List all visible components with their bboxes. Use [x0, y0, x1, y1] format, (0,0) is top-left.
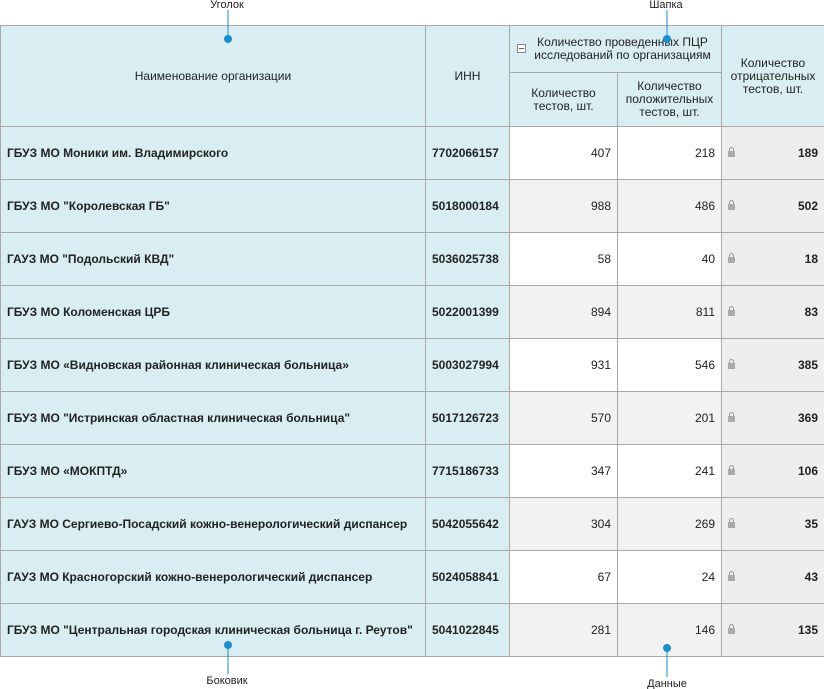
inn: 5022001399 [425, 285, 510, 339]
org-name: ГБУЗ МО Коломенская ЦРБ [0, 285, 426, 339]
cell-value: 546 [616, 338, 723, 392]
cell-value: 931 [509, 338, 618, 392]
cell-negative: 369 [721, 391, 824, 445]
annotation-label: Шапка [649, 0, 683, 11]
cell-negative: 43 [721, 550, 824, 604]
column-header: Наименование организации [0, 25, 426, 127]
cell-value: 18 [804, 252, 819, 266]
org-name: ГБУЗ МО "Центральная городская клиническ… [0, 603, 426, 657]
inn: 5041022845 [425, 603, 510, 657]
cell-value: 189 [797, 146, 819, 160]
cell-value: 24 [616, 550, 723, 604]
cell-negative: 35 [721, 497, 824, 551]
cell-value: 146 [616, 603, 723, 657]
inn: 7702066157 [425, 126, 510, 180]
org-name: ГАУЗ МО Красногорский кожно-венерологиче… [0, 550, 426, 604]
lock-icon [728, 359, 736, 369]
lock-icon [728, 306, 736, 316]
cell-value: 83 [804, 305, 819, 319]
lock-icon [728, 200, 736, 210]
cell-negative: 106 [721, 444, 824, 498]
group-header-text: Количество проведенных ПЦР исследований … [534, 35, 711, 62]
column-header: Количество положительных тестов, шт. [616, 72, 723, 127]
collapse-icon[interactable] [517, 44, 526, 53]
cell-value: 269 [616, 497, 723, 551]
table-row: ГБУЗ МО "Центральная городская клиническ… [0, 603, 824, 657]
cell-negative: 189 [721, 126, 824, 180]
cell-value: 43 [804, 570, 819, 584]
org-name: ГАУЗ МО "Подольский КВД" [0, 232, 426, 286]
cell-negative: 83 [721, 285, 824, 339]
cell-value: 58 [509, 232, 618, 286]
cell-negative: 385 [721, 338, 824, 392]
cell-value: 201 [616, 391, 723, 445]
table-row: ГБУЗ МО «МОКПТД» 7715186733 347 241 106 [0, 444, 824, 498]
inn: 5017126723 [425, 391, 510, 445]
table-row: ГБУЗ МО "Истринская областная клиническа… [0, 391, 824, 445]
lock-icon [728, 624, 736, 634]
lock-icon [728, 412, 736, 422]
inn: 5042055642 [425, 497, 510, 551]
annotation-label: Боковик [206, 675, 247, 687]
data-table: Наименование организации ИНН Количество … [0, 25, 824, 657]
cell-value: 304 [509, 497, 618, 551]
cell-value: 369 [797, 411, 819, 425]
table-row: ГАУЗ МО "Подольский КВД" 5036025738 58 40 18 [0, 232, 824, 286]
org-name: ГБУЗ МО «Видновская районная клиническая… [0, 338, 426, 392]
cell-value: 811 [616, 285, 723, 339]
annotation-label: Уголок [210, 0, 244, 11]
cell-value: 40 [616, 232, 723, 286]
cell-value: 241 [616, 444, 723, 498]
cell-value: 894 [509, 285, 618, 339]
lock-icon [728, 571, 736, 581]
cell-value: 486 [616, 179, 723, 233]
cell-value: 407 [509, 126, 618, 180]
table-row: ГБУЗ МО "Королевская ГБ" 5018000184 988 486… [0, 179, 824, 233]
cell-value: 281 [509, 603, 618, 657]
cell-value: 218 [616, 126, 723, 180]
group-header[interactable]: Количество проведенных ПЦР исследований … [508, 25, 723, 73]
inn: 5024058841 [425, 550, 510, 604]
cell-value: 35 [804, 517, 819, 531]
org-name: ГАУЗ МО Сергиево-Посадский кожно-венерол… [0, 497, 426, 551]
cell-negative: 502 [721, 179, 824, 233]
cell-value: 502 [797, 199, 819, 213]
table-row: ГБУЗ МО Моники им. Владимирского 77020661… [0, 126, 824, 180]
table-body: ГБУЗ МО Моники им. Владимирского 77020661… [0, 126, 824, 657]
inn: 7715186733 [425, 444, 510, 498]
lock-icon [728, 518, 736, 528]
lock-icon [728, 147, 736, 157]
org-name: ГБУЗ МО Моники им. Владимирского [0, 126, 426, 180]
table-row: ГБУЗ МО «Видновская районная клиническая… [0, 338, 824, 392]
cell-negative: 135 [721, 603, 824, 657]
table-row: ГАУЗ МО Сергиево-Посадский кожно-венерол… [0, 497, 824, 551]
cell-value: 988 [509, 179, 618, 233]
table-row: ГБУЗ МО Коломенская ЦРБ 5022001399 894 811 8… [0, 285, 824, 339]
column-header: Количество тестов, шт. [509, 72, 618, 127]
cell-value: 106 [797, 464, 819, 478]
column-header: Количество отрицательных тестов, шт. [721, 25, 824, 127]
inn: 5036025738 [425, 232, 510, 286]
cell-value: 135 [797, 623, 819, 637]
annotation-label: Данные [647, 678, 687, 689]
org-name: ГБУЗ МО "Королевская ГБ" [0, 179, 426, 233]
cell-negative: 18 [721, 232, 824, 286]
org-name: ГБУЗ МО «МОКПТД» [0, 444, 426, 498]
cell-value: 385 [797, 358, 819, 372]
lock-icon [728, 465, 736, 475]
inn: 5003027994 [425, 338, 510, 392]
cell-value: 67 [509, 550, 618, 604]
lock-icon [728, 253, 736, 263]
column-header: ИНН [425, 25, 510, 127]
table-row: ГАУЗ МО Красногорский кожно-венерологиче… [0, 550, 824, 604]
inn: 5018000184 [425, 179, 510, 233]
cell-value: 347 [509, 444, 618, 498]
org-name: ГБУЗ МО "Истринская областная клиническа… [0, 391, 426, 445]
cell-value: 570 [509, 391, 618, 445]
